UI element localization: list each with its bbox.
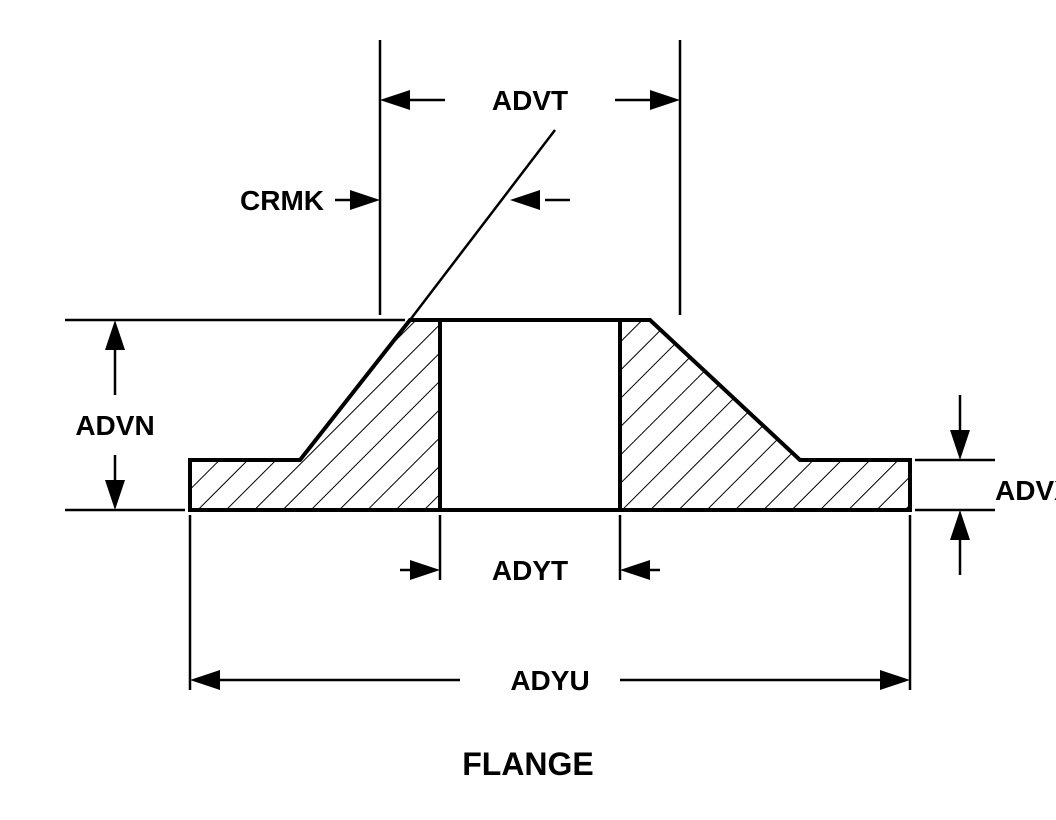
diagram-container: ADVT CRMK ADVN ADVX	[0, 0, 1056, 820]
advx-label: ADVX	[995, 475, 1056, 506]
cross-section-right	[600, 300, 930, 530]
advt-label: ADVT	[492, 85, 568, 116]
advx-dimension: ADVX	[915, 395, 1056, 575]
diagram-title: FLANGE	[462, 746, 594, 782]
cross-section-left	[170, 300, 470, 530]
flange-diagram: ADVT CRMK ADVN ADVX	[0, 0, 1056, 820]
advt-dimension: ADVT	[380, 40, 680, 315]
advn-label: ADVN	[75, 410, 154, 441]
adyu-dimension: ADYU	[190, 515, 910, 696]
crmk-dimension: CRMK	[240, 130, 570, 320]
adyt-dimension: ADYT	[400, 515, 660, 586]
adyu-label: ADYU	[510, 665, 589, 696]
adyt-label: ADYT	[492, 555, 568, 586]
crmk-label: CRMK	[240, 185, 324, 216]
